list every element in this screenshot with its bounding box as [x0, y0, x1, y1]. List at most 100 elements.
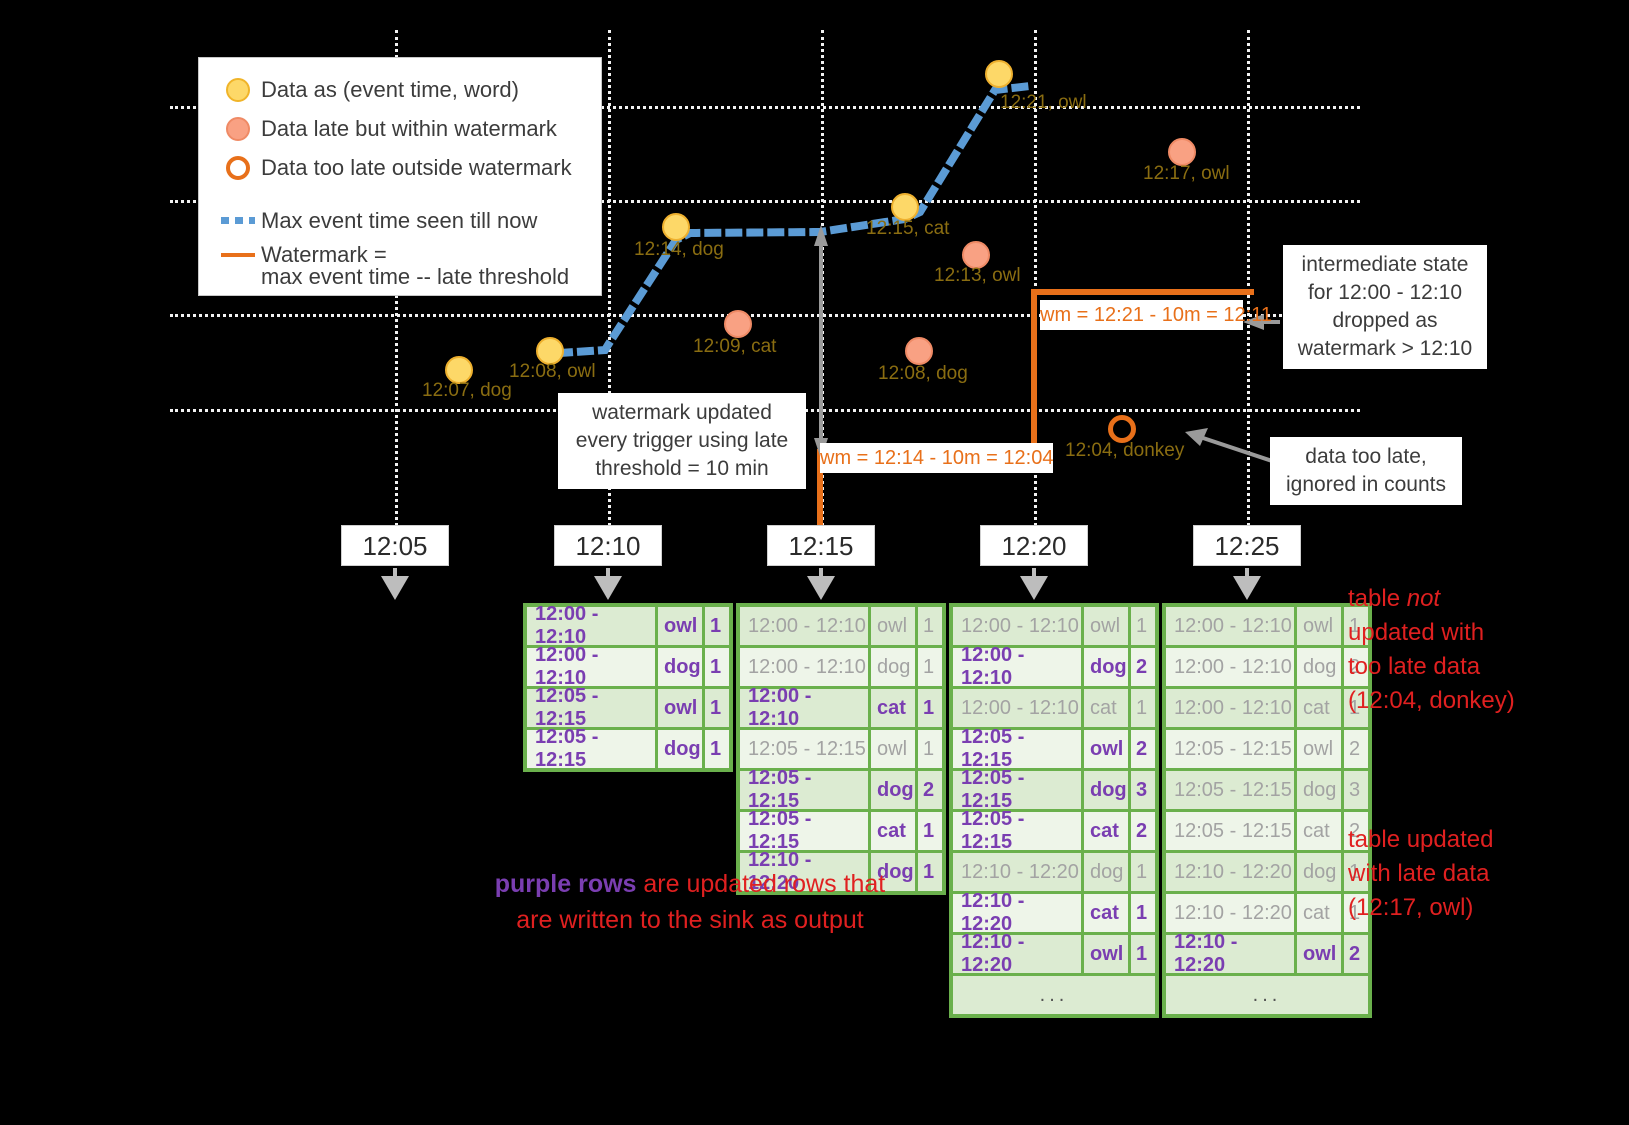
cell-window: 12:05 - 12:15 [527, 685, 655, 730]
watermark-label-1211: wm = 12:21 - 10m = 12:11 [1040, 300, 1272, 330]
cell-count: 2 [1131, 812, 1155, 850]
cell-window: 12:00 - 12:10 [1166, 607, 1294, 645]
too-late-arrow-head [1185, 428, 1208, 446]
cell-window: 12:05 - 12:15 [740, 730, 868, 768]
note-updated-late: table updated with late data (12:17, owl… [1348, 823, 1618, 925]
table-row: 12:05 - 12:15 owl 2 [1166, 730, 1368, 768]
time-tick-1205: 12:05 [341, 525, 449, 566]
callout-intermediate-state-line-4: watermark > 12:10 [1297, 337, 1473, 360]
cell-word: owl [658, 689, 702, 727]
table-row: 12:10 - 12:20 owl 2 [1166, 931, 1368, 976]
point-label-1221-owl: 12:21, owl [1000, 92, 1087, 113]
gridline-v-1225 [1247, 30, 1250, 550]
max-event-time-line [555, 81, 1035, 358]
table-row: 12:10 - 12:20 dog 1 [1166, 853, 1368, 891]
cell-window: 12:00 - 12:10 [740, 685, 868, 730]
legend-label-max-event-time: Max event time seen till now [261, 207, 538, 233]
cell-word: cat [1084, 894, 1128, 932]
cell-window: 12:05 - 12:15 [953, 726, 1081, 771]
table-row: 12:00 - 12:10 dog 1 [527, 644, 729, 689]
table-row: 12:10 - 12:20 dog 1 [740, 849, 942, 894]
table-row: 12:10 - 12:20 dog 1 [953, 853, 1155, 891]
cell-count: 1 [918, 730, 942, 768]
cell-word: dog [658, 730, 702, 768]
time-tick-1215: 12:15 [767, 525, 875, 566]
cell-word: dog [1297, 771, 1341, 809]
table-body: 12:00 - 12:10 owl 1 12:00 - 12:10 dog 1 12:05 … [523, 603, 733, 772]
cell-word: cat [871, 812, 915, 850]
cell-count: 1 [1344, 853, 1368, 891]
table-row: 12:00 - 12:10 owl 1 [1166, 607, 1368, 645]
cell-count: 1 [1131, 689, 1155, 727]
cell-word: dog [658, 648, 702, 686]
table-row: 12:05 - 12:15 cat 1 [740, 808, 942, 853]
point-label-1209-cat: 12:09, cat [693, 336, 777, 357]
cell-window: 12:10 - 12:20 [1166, 894, 1294, 932]
note-not-updated-line-2: updated with [1348, 619, 1485, 646]
note-updated-late-line-1: table updated [1348, 826, 1494, 853]
cell-window: 12:05 - 12:15 [740, 808, 868, 853]
note-updated-late-line-3: (12:17, owl) [1348, 894, 1474, 921]
cell-word: dog [1084, 648, 1128, 686]
callout-intermediate-state: intermediate state for 12:00 - 12:10 dro… [1283, 245, 1487, 369]
cell-word: cat [1084, 812, 1128, 850]
cell-word: owl [1297, 935, 1341, 973]
cell-window: 12:10 - 12:20 [953, 931, 1081, 976]
callout-watermark-update-line-2: every trigger using late [575, 429, 789, 452]
cell-count: 2 [1344, 730, 1368, 768]
cell-window: 12:10 - 12:20 [1166, 853, 1294, 891]
result-table-1210: 12:00 - 12:10 owl 1 12:00 - 12:10 dog 1 12:05 … [523, 603, 733, 772]
point-label-1208-owl: 12:08, owl [509, 361, 596, 382]
cell-window: 12:00 - 12:10 [740, 607, 868, 645]
table-row: 12:00 - 12:10 dog 2 [953, 644, 1155, 689]
callout-too-late-line-1: data too late, [1305, 445, 1427, 468]
point-1209-cat [724, 310, 752, 338]
cell-window: 12:05 - 12:15 [953, 808, 1081, 853]
cell-count: 1 [1131, 935, 1155, 973]
table-row: 12:00 - 12:10 cat 1 [740, 685, 942, 730]
hollow-circle-icon [215, 155, 261, 180]
cell-window: 12:00 - 12:10 [953, 644, 1081, 689]
cell-count: 1 [918, 812, 942, 850]
blue-dashed-line-icon [215, 217, 261, 224]
cell-count: 1 [1344, 607, 1368, 645]
table-row: 12:05 - 12:15 owl 1 [527, 685, 729, 730]
cell-word: owl [658, 607, 702, 645]
cell-count: 1 [918, 648, 942, 686]
cell-window: 12:00 - 12:10 [740, 648, 868, 686]
callout-intermediate-state-line-2: for 12:00 - 12:10 [1307, 281, 1463, 304]
cell-count: 2 [918, 771, 942, 809]
cell-word: dog [871, 648, 915, 686]
note-not-updated-line-3: too late data [1348, 653, 1481, 680]
table-row: 12:05 - 12:15 cat 2 [1166, 812, 1368, 850]
point-label-1217-owl: 12:17, owl [1143, 163, 1230, 184]
note-updated-late-line-2: with late data [1348, 860, 1490, 887]
cell-count: 2 [1344, 648, 1368, 686]
table-body: 12:00 - 12:10 owl 1 12:00 - 12:10 dog 2 12:00 … [949, 603, 1159, 1018]
table-row: 12:05 - 12:15 dog 3 [1166, 771, 1368, 809]
result-table-1225: 12:00 - 12:10 owl 1 12:00 - 12:10 dog 2 12:00 … [1162, 603, 1372, 1018]
orange-line-icon [215, 253, 261, 257]
legend-label-on-time: Data as (event time, word) [261, 76, 519, 102]
table-row: 12:05 - 12:15 owl 2 [953, 726, 1155, 771]
note-purple-rows-line-2: are written to the sink as output [516, 906, 864, 934]
cell-window: 12:05 - 12:15 [740, 767, 868, 812]
result-table-1215: 12:00 - 12:10 owl 1 12:00 - 12:10 dog 1 12:00 … [736, 603, 946, 895]
time-tick-1220: 12:20 [980, 525, 1088, 566]
cell-window: 12:05 - 12:15 [1166, 771, 1294, 809]
note-purple-rows-rest: are updated rows that [636, 870, 886, 898]
cell-word: owl [1297, 607, 1341, 645]
point-1215-cat [891, 193, 919, 221]
table-row: 12:00 - 12:10 dog 1 [740, 648, 942, 686]
point-label-1207-dog: 12:07, dog [422, 380, 512, 401]
cell-count: 3 [1131, 771, 1155, 809]
point-1221-owl [985, 60, 1013, 88]
callout-too-late: data too late, ignored in counts [1270, 437, 1462, 505]
cell-word: cat [1297, 689, 1341, 727]
callout-watermark-update-line-1: watermark updated [592, 401, 772, 424]
cell-window: 12:10 - 12:20 [953, 853, 1081, 891]
cell-count: 1 [705, 607, 729, 645]
legend-item-max-event-time: Max event time seen till now [215, 201, 585, 240]
table-row: 12:05 - 12:15 dog 2 [740, 767, 942, 812]
